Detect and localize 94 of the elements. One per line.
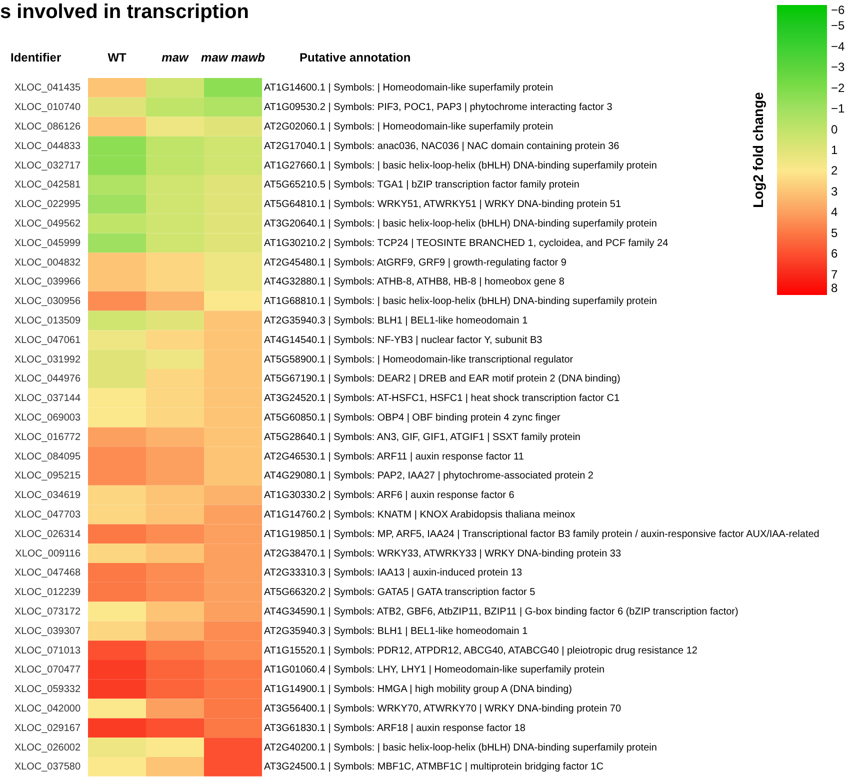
y-tick-label: XLOC_022995	[14, 199, 81, 210]
y2-tick-label: AT2G33310.3 | Symbols: IAA13 | auxin-induced protein 13	[264, 568, 523, 579]
y-tick-label: XLOC_042581	[14, 180, 81, 191]
color-bar-label: −4	[830, 39, 845, 54]
y2-tick-label: AT5G65210.5 | Symbols: TGA1 | bZIP transcription factor family protein	[264, 180, 580, 191]
y-tick-label: XLOC_034619	[14, 490, 81, 502]
color-bar-label: −1	[830, 102, 845, 116]
y2-tick-label: AT2G35940.3 | Symbols: BLH1 | BEL1-like homeodomain 1	[264, 315, 528, 326]
y-tick-label: XLOC_030956	[14, 296, 81, 308]
y-tick-label: XLOC_032717	[14, 160, 81, 172]
y-tick-label: XLOC_073172	[14, 606, 81, 618]
y2-axis-title: Putative annotation	[300, 50, 411, 64]
y-tick-label: XLOC_041435	[14, 82, 81, 94]
y-tick-label: XLOC_044976	[14, 374, 81, 385]
y2-tick-label: AT2G45480.1 | Symbols: AtGRF9, GRF9 | growth-regulating factor 9	[264, 257, 567, 268]
y-tick-label: XLOC_009116	[15, 548, 81, 560]
color-bar-label: 2	[830, 164, 838, 178]
y2-tick-label: AT1G01060.4 | Symbols: LHY, LHY1 | Homeodomain-like superfamily protein	[264, 664, 605, 676]
y-axis-title: Identifier	[10, 50, 62, 64]
y-tick-label: XLOC_037580	[14, 762, 81, 773]
y-tick-label: XLOC_026314	[14, 528, 81, 540]
y2-tick-label: AT5G64810.1 | Symbols: WRKY51, ATWRKY51 | WRKY DNA-binding protein 51	[264, 199, 622, 210]
chart-title: s involved in transcription	[0, 0, 249, 24]
color-bar-label: 6	[830, 246, 838, 261]
y2-tick-label: AT1G09530.2 | Symbols: PIF3, POC1, PAP3 | phytochrome interacting factor 3	[264, 102, 613, 114]
color-bar-label: 8	[830, 280, 838, 295]
y-tick-label: XLOC_070477	[14, 664, 81, 676]
y2-tick-label: AT5G58900.1 | Symbols: | Homeodomain-like transcriptional regulator	[264, 354, 574, 366]
y-tick-label: XLOC_004832	[14, 257, 81, 268]
color-bar-label: 4	[830, 205, 838, 220]
y2-tick-label: AT1G27660.1 | Symbols: | basic helix-loop-helix (bHLH) DNA-binding superfamily protein	[264, 160, 657, 172]
y-tick-label: XLOC_042000	[14, 703, 81, 714]
y-tick-label: XLOC_049562	[14, 218, 81, 230]
color-bar-label: 3	[830, 184, 838, 198]
y2-tick-label: AT2G40200.1 | Symbols: | basic helix-loop-helix (bHLH) DNA-binding superfamily protein	[264, 742, 657, 754]
y2-tick-label: AT5G28640.1 | Symbols: AN3, GIF, GIF1, ATGIF1 | SSXT family protein	[264, 432, 580, 443]
y-tick-label: XLOC_059332	[14, 684, 81, 696]
y-tick-label: XLOC_013509	[14, 315, 81, 326]
y-tick-label: XLOC_069003	[14, 412, 81, 424]
color-bar-label: 1	[830, 143, 838, 157]
y-tick-label: XLOC_016772	[14, 432, 81, 443]
y2-tick-label: AT3G24520.1 | Symbols: AT-HSFC1, HSFC1 | heat shock transcription factor C1	[264, 393, 620, 404]
x-tick-label: maw	[162, 50, 189, 64]
y2-tick-label: AT1G68810.1 | Symbols: | basic helix-loop-helix (bHLH) DNA-binding superfamily protein	[264, 296, 657, 308]
y-tick-label: XLOC_047468	[14, 568, 81, 579]
y2-tick-label: AT4G34590.1 | Symbols: ATB2, GBF6, AtbZIP11, BZIP11 | G-box binding factor 6 (bZIP transcription factor)	[264, 606, 738, 618]
y2-tick-label: AT3G24500.1 | Symbols: MBF1C, ATMBF1C | multiprotein bridging factor 1C	[264, 762, 604, 773]
color-bar-label: 5	[830, 226, 838, 240]
y-tick-label: XLOC_031992	[14, 354, 81, 366]
y2-tick-label: AT3G61830.1 | Symbols: ARF18 | auxin response factor 18	[264, 722, 526, 734]
y-tick-label: XLOC_039307	[14, 626, 81, 637]
y2-tick-label: AT1G15520.1 | Symbols: PDR12, ATPDR12, ABCG40, ATABCG40 | pleiotropic drug resistance 12	[264, 645, 698, 656]
y2-tick-label: AT1G19850.1 | Symbols: MP, ARF5, IAA24 | Transcriptional factor B3 family protein / auxin-responsive factor AUX/IAA-related	[264, 528, 820, 540]
y-tick-label: XLOC_045999	[14, 238, 81, 249]
y-tick-label: XLOC_010740	[14, 102, 81, 114]
y-tick-label: XLOC_047703	[14, 509, 81, 520]
y2-tick-label: AT1G30210.2 | Symbols: TCP24 | TEOSINTE BRANCHED 1, cycloidea, and PCF family 24	[264, 238, 669, 249]
y2-tick-label: AT1G14900.1 | Symbols: HMGA | high mobility group A (DNA binding)	[264, 684, 572, 696]
y-tick-label: XLOC_071013	[14, 645, 81, 656]
y2-tick-label: AT2G38470.1 | Symbols: WRKY33, ATWRKY33 | WRKY DNA-binding protein 33	[264, 548, 622, 560]
y-tick-label: XLOC_047061	[14, 334, 81, 346]
y-tick-label: XLOC_029167	[14, 722, 81, 734]
y2-tick-label: AT5G60850.1 | Symbols: OBP4 | OBF binding protein 4 zync finger	[264, 412, 562, 424]
y-tick-label: XLOC_044833	[14, 140, 81, 152]
x-tick-label: maw mawb	[201, 50, 265, 64]
color-bar-label: −2	[830, 80, 845, 95]
y2-tick-label: AT3G56400.1 | Symbols: WRKY70, ATWRKY70 | WRKY DNA-binding protein 70	[264, 703, 622, 714]
y2-tick-label: AT4G29080.1 | Symbols: PAP2, IAA27 | phytochrome-associated protein 2	[264, 470, 594, 482]
y2-tick-label: AT1G14600.1 | Symbols: | Homeodomain-like superfamily protein	[264, 82, 554, 94]
color-bar-label: −6	[830, 3, 845, 17]
y-tick-label: XLOC_039966	[14, 276, 81, 288]
y-tick-label: XLOC_026002	[14, 742, 81, 754]
y-tick-label: XLOC_095215	[14, 470, 81, 482]
color-bar-title: Log2 fold change	[750, 92, 766, 208]
y2-tick-label: AT2G46530.1 | Symbols: ARF11 | auxin response factor 11	[264, 451, 524, 462]
y2-tick-label: AT1G30330.2 | Symbols: ARF6 | auxin response factor 6	[264, 490, 515, 502]
y2-tick-label: AT5G67190.1 | Symbols: DEAR2 | DREB and EAR motif protein 2 (DNA binding)	[264, 374, 620, 385]
y2-tick-label: AT5G66320.2 | Symbols: GATA5 | GATA transcription factor 5	[264, 587, 536, 598]
y2-tick-label: AT4G32880.1 | Symbols: ATHB-8, ATHB8, HB-8 | homeobox gene 8	[264, 276, 565, 288]
y-tick-label: XLOC_086126	[14, 122, 81, 132]
y2-tick-label: AT4G14540.1 | Symbols: NF-YB3 | nuclear factor Y, subunit B3	[264, 334, 543, 346]
y2-tick-label: AT2G35940.3 | Symbols: BLH1 | BEL1-like homeodomain 1	[264, 626, 528, 637]
y-tick-label: XLOC_012239	[14, 587, 81, 598]
y2-tick-label: AT2G17040.1 | Symbols: anac036, NAC036 | NAC domain containing protein 36	[264, 140, 620, 152]
y-tick-label: XLOC_037144	[14, 393, 81, 404]
color-bar-label: −3	[830, 60, 845, 74]
y2-tick-label: AT2G02060.1 | Symbols: | Homeodomain-like superfamily protein	[264, 122, 554, 132]
color-bar-label: 0	[830, 122, 838, 136]
y2-tick-label: AT3G20640.1 | Symbols: | basic helix-loop-helix (bHLH) DNA-binding superfamily protein	[264, 218, 657, 230]
y-tick-label: XLOC_084095	[14, 451, 81, 462]
color-bar-label: −5	[830, 18, 845, 33]
y2-tick-label: AT1G14760.2 | Symbols: KNATM | KNOX Arabidopsis thaliana meinox	[264, 509, 576, 520]
x-tick-label: WT	[108, 50, 127, 64]
color-bar-label: 7	[830, 267, 838, 282]
